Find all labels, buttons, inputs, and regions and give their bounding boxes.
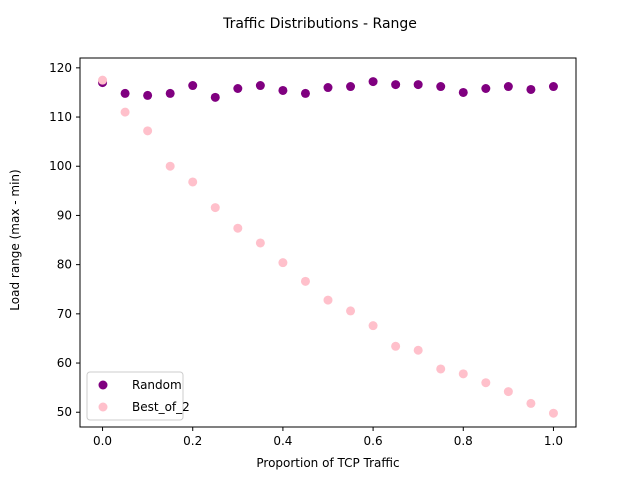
y-tick-label: 70 bbox=[57, 307, 72, 321]
x-tick-label: 0.2 bbox=[183, 434, 202, 448]
y-tick-label: 100 bbox=[49, 159, 72, 173]
data-point bbox=[233, 223, 243, 233]
data-point bbox=[368, 77, 378, 87]
y-tick-label: 120 bbox=[49, 61, 72, 75]
x-tick-label: 1.0 bbox=[544, 434, 563, 448]
data-point bbox=[526, 398, 536, 408]
data-point bbox=[165, 88, 175, 98]
data-point bbox=[143, 126, 153, 136]
data-point bbox=[548, 82, 558, 92]
data-point bbox=[503, 82, 513, 92]
data-point bbox=[188, 177, 198, 187]
legend-box bbox=[86, 371, 184, 421]
data-point bbox=[481, 378, 491, 388]
legend-marker bbox=[98, 380, 108, 390]
data-point bbox=[346, 82, 356, 92]
data-point bbox=[346, 306, 356, 316]
data-point bbox=[210, 92, 220, 102]
series-random bbox=[98, 77, 558, 102]
legend-label: Best_of_2 bbox=[132, 400, 190, 414]
data-point bbox=[300, 276, 310, 286]
x-tick-label: 0.4 bbox=[273, 434, 292, 448]
data-point bbox=[323, 83, 333, 93]
data-point bbox=[165, 161, 175, 171]
data-point bbox=[255, 81, 265, 91]
data-point bbox=[436, 82, 446, 92]
data-point bbox=[323, 295, 333, 305]
data-point bbox=[278, 85, 288, 95]
plot-area bbox=[98, 75, 558, 418]
y-axis-label: Load range (max - min) bbox=[8, 169, 22, 310]
x-tick-label: 0.0 bbox=[93, 434, 112, 448]
y-tick-label: 90 bbox=[57, 208, 72, 222]
data-point bbox=[548, 408, 558, 418]
data-point bbox=[526, 84, 536, 94]
y-tick-label: 50 bbox=[57, 405, 72, 419]
data-point bbox=[143, 90, 153, 100]
axes: 0.0 0.2 0.4 0.6 0.8 1.0 50 60 70 80 90 100 110 120 bbox=[49, 57, 577, 448]
y-tick-label: 80 bbox=[57, 258, 72, 272]
data-point bbox=[391, 80, 401, 90]
chart-title: Traffic Distributions - Range bbox=[222, 16, 417, 32]
data-point bbox=[255, 238, 265, 248]
x-axis-label: Proportion of TCP Traffic bbox=[256, 456, 399, 470]
series-best-of-2 bbox=[98, 75, 558, 418]
data-point bbox=[188, 81, 198, 91]
data-point bbox=[278, 258, 288, 268]
data-point bbox=[458, 369, 468, 379]
x-tick-label: 0.6 bbox=[364, 434, 383, 448]
data-point bbox=[436, 364, 446, 374]
axes-frame bbox=[79, 57, 577, 428]
data-point bbox=[391, 341, 401, 351]
data-point bbox=[120, 88, 130, 98]
legend-marker bbox=[98, 402, 108, 412]
data-point bbox=[368, 321, 378, 331]
data-point bbox=[233, 84, 243, 94]
data-point bbox=[413, 80, 423, 90]
y-tick-label: 110 bbox=[49, 110, 72, 124]
legend-label: Random bbox=[132, 378, 182, 392]
data-point bbox=[413, 345, 423, 355]
data-point bbox=[98, 75, 108, 85]
legend: Random Best_of_2 bbox=[86, 371, 190, 421]
data-point bbox=[481, 84, 491, 94]
y-tick-label: 60 bbox=[57, 356, 72, 370]
data-point bbox=[210, 203, 220, 213]
data-point bbox=[503, 387, 513, 397]
data-point bbox=[458, 87, 468, 97]
data-point bbox=[120, 107, 130, 117]
x-tick-label: 0.8 bbox=[454, 434, 473, 448]
data-point bbox=[300, 88, 310, 98]
